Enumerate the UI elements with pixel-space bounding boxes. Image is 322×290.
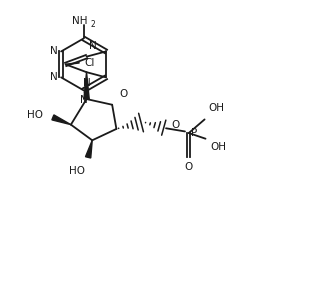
Text: O: O (119, 89, 127, 99)
Polygon shape (86, 140, 92, 158)
Text: OH: OH (208, 103, 224, 113)
Text: O: O (171, 120, 180, 130)
Text: HO: HO (69, 166, 85, 176)
Text: OH: OH (210, 142, 226, 152)
Text: N: N (50, 46, 57, 57)
Text: O: O (185, 162, 193, 173)
Text: HO: HO (27, 110, 43, 119)
Text: N: N (83, 78, 91, 88)
Text: Cl: Cl (85, 58, 95, 68)
Text: N: N (80, 95, 88, 105)
Polygon shape (84, 72, 89, 99)
Text: NH: NH (72, 16, 88, 26)
Text: N: N (89, 41, 97, 51)
Text: 2: 2 (90, 20, 95, 29)
Text: P: P (191, 128, 198, 138)
Polygon shape (52, 115, 71, 125)
Text: N: N (50, 72, 57, 82)
